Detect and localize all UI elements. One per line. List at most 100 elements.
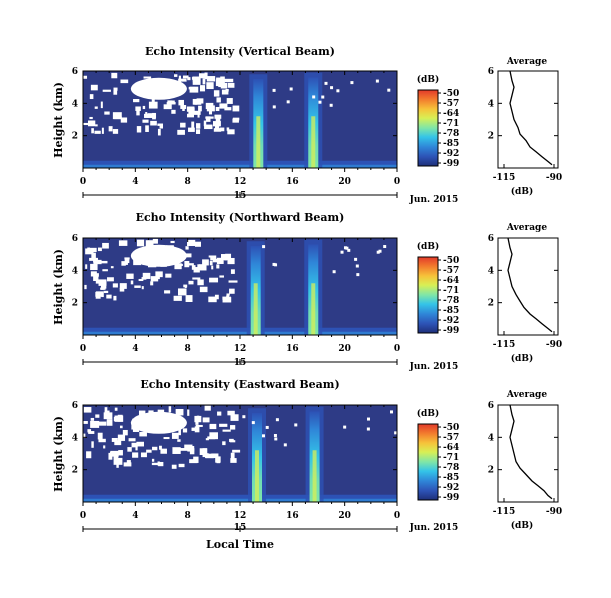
noise-gap <box>193 110 201 115</box>
noise-gap <box>113 87 118 91</box>
noise-gap <box>193 456 199 463</box>
noise-gap <box>378 249 382 253</box>
noise-gap <box>83 75 88 79</box>
noise-gap <box>178 99 184 106</box>
noise-gap <box>220 254 228 261</box>
noise-gap <box>196 98 204 104</box>
noise-gap <box>194 241 201 247</box>
noise-gap <box>83 407 92 413</box>
panel-3-date: Jun. 2015 <box>409 523 459 533</box>
y-tick-label: 2 <box>72 299 78 309</box>
colorbar-tick-label: -64 <box>443 109 459 119</box>
noise-gap <box>283 443 287 447</box>
x-tick-label: 4 <box>132 177 138 187</box>
average-panel-1: 6 4 2 -115 -90 <box>488 67 562 183</box>
noise-gap <box>224 107 232 111</box>
noise-gap <box>219 275 224 278</box>
noise-gap <box>100 439 103 442</box>
noise-gap <box>318 100 322 104</box>
noise-gap <box>127 447 132 452</box>
noise-gap <box>165 273 172 278</box>
noise-gap <box>226 293 230 296</box>
noise-gap <box>218 81 223 88</box>
colorbar-tick-label: -99 <box>443 493 459 503</box>
colorbar-tick-label: -57 <box>443 433 459 443</box>
colorbar-tick-label: -85 <box>443 306 459 316</box>
noise-gap <box>206 76 216 82</box>
avg-y-tick-label: 2 <box>488 299 494 309</box>
noise-gap <box>100 287 104 290</box>
colorbar-tick-label: -85 <box>443 473 459 483</box>
avg-x-tick-label: -90 <box>546 507 562 517</box>
noise-gap <box>94 106 98 109</box>
noise-gap <box>83 421 88 424</box>
noise-gap <box>157 128 161 136</box>
noise-gap <box>91 441 94 448</box>
heatmap-ground-layer <box>83 331 397 335</box>
noise-gap <box>187 77 191 81</box>
noise-gap <box>164 290 171 294</box>
noise-gap <box>104 407 108 414</box>
x-tick-label: 20 <box>338 177 351 187</box>
noise-gap <box>119 425 123 429</box>
colorbar-tick-label: -78 <box>443 129 459 139</box>
noise-gap <box>151 458 155 462</box>
noise-gap <box>196 123 201 129</box>
noise-gap <box>272 105 276 109</box>
noise-gap <box>145 112 148 115</box>
noise-gap <box>193 267 200 273</box>
noise-gap <box>355 264 359 268</box>
y-tick-label: 6 <box>72 401 78 411</box>
noise-gap <box>98 421 107 426</box>
x-tick-label: 20 <box>338 511 351 521</box>
noise-gap <box>136 126 142 133</box>
noise-gap <box>213 128 222 132</box>
noise-gap <box>202 259 209 266</box>
noise-gap <box>209 423 217 430</box>
y-tick-label: 4 <box>72 99 78 109</box>
avg-2-xlabel: (dB) <box>511 353 533 364</box>
x-tick-label: 16 <box>286 177 299 187</box>
noise-gap <box>136 441 144 447</box>
noise-gap <box>222 441 226 446</box>
noise-gap <box>168 406 172 413</box>
noise-gap <box>356 273 360 277</box>
noise-gap <box>225 88 229 92</box>
noise-gap <box>211 453 219 459</box>
echo-core <box>255 450 260 502</box>
noise-gap <box>191 427 196 431</box>
noise-gap <box>219 423 228 427</box>
noise-gap <box>222 429 231 432</box>
x-tick-label: 0 <box>394 177 400 187</box>
x-tick-label: 12 <box>234 177 247 187</box>
noise-gap <box>177 263 183 266</box>
noise-gap <box>261 434 265 438</box>
avg-1-xlabel: (dB) <box>511 186 533 197</box>
heatmap-panel-3: 0 4 8 12 16 20 0 6 4 2 -50-57-64-71-78-85-92-99 <box>72 401 459 532</box>
noise-gap <box>180 122 186 128</box>
noise-gap <box>273 433 277 437</box>
noise-gap <box>131 442 138 448</box>
noise-gap <box>84 284 87 290</box>
noise-gap <box>221 89 229 95</box>
noise-gap <box>107 277 114 282</box>
noise-gap <box>208 110 213 115</box>
noise-gap <box>93 261 102 264</box>
noise-gap <box>265 425 269 429</box>
noise-gap <box>120 79 129 84</box>
noise-gap <box>110 450 119 457</box>
y-tick-label: 2 <box>72 132 78 142</box>
noise-gap <box>141 286 144 290</box>
noise-gap <box>182 75 189 79</box>
noise-gap <box>175 409 184 416</box>
noise-gap <box>215 116 221 124</box>
noise-gap <box>88 247 97 253</box>
noise-gap <box>179 448 189 451</box>
echo-core <box>311 283 316 335</box>
noise-gap <box>187 446 195 452</box>
x-tick-label: 16 <box>286 511 299 521</box>
noise-gap <box>205 102 214 110</box>
noise-gap <box>394 431 398 435</box>
noise-gap <box>214 294 219 300</box>
